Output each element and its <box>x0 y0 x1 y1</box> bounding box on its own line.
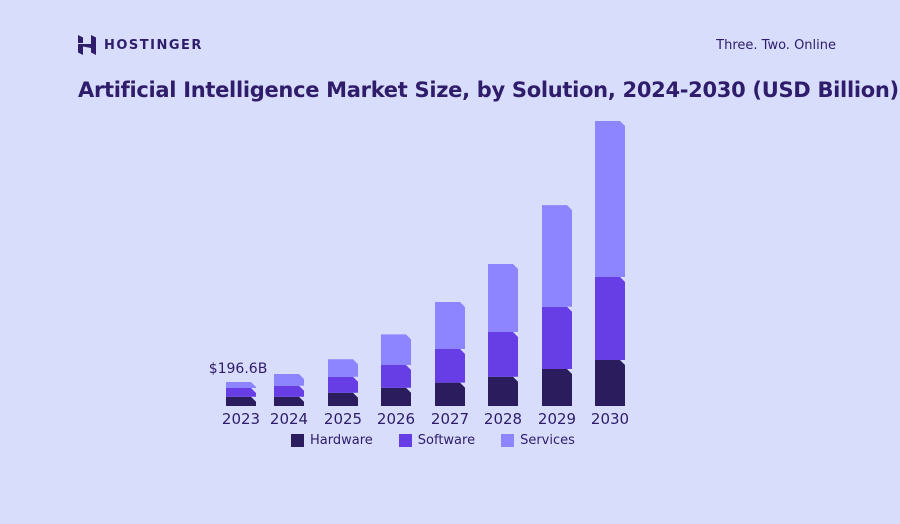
bar-hardware-2023 <box>226 396 256 406</box>
legend-swatch <box>398 434 412 447</box>
bar-hardware-2029 <box>542 369 572 406</box>
x-tick-label: 2024 <box>270 410 308 428</box>
chart-title: Artificial Intelligence Market Size, by … <box>78 78 899 102</box>
bar-services-2030 <box>595 120 625 277</box>
legend-item-services: Services <box>501 433 575 448</box>
x-tick-label: 2025 <box>324 410 362 428</box>
bar-hardware-2027 <box>435 382 465 406</box>
legend-item-software: Software <box>398 433 476 448</box>
legend-label: Hardware <box>310 433 373 448</box>
tagline: Three. Two. Online <box>716 38 836 53</box>
x-tick-label: 2027 <box>431 410 469 428</box>
x-tick-label: 2030 <box>591 410 629 428</box>
bar-software-2023 <box>226 387 256 397</box>
bar-software-2030 <box>595 276 625 360</box>
bar-software-2025 <box>328 376 358 393</box>
bar-services-2026 <box>381 334 411 365</box>
x-tick-label: 2026 <box>377 410 415 428</box>
legend-item-hardware: Hardware <box>291 433 373 448</box>
legend-label: Software <box>417 433 476 448</box>
legend: Hardware Software Services <box>291 433 575 448</box>
bar-services-2029 <box>542 205 572 307</box>
bar-software-2026 <box>381 364 411 388</box>
bar-services-2025 <box>328 359 358 377</box>
bar-services-2027 <box>435 301 465 349</box>
x-tick-label: 2029 <box>538 410 576 428</box>
legend-label: Services <box>520 433 575 448</box>
hostinger-logo: HOSTINGER <box>78 35 203 55</box>
bar-hardware-2026 <box>381 387 411 406</box>
bar-software-2024 <box>274 385 304 397</box>
x-tick-label: 2023 <box>222 410 260 428</box>
x-tick-label: 2028 <box>484 410 522 428</box>
bar-hardware-2028 <box>488 376 518 406</box>
legend-swatch <box>291 434 304 447</box>
brand-name: HOSTINGER <box>104 37 203 53</box>
bar-services-2028 <box>488 264 518 333</box>
bar-hardware-2025 <box>328 392 358 406</box>
bar-services-2023 <box>226 382 256 388</box>
bar-hardware-2024 <box>274 396 304 406</box>
legend-swatch <box>501 434 515 447</box>
bar-hardware-2030 <box>595 359 625 406</box>
bar-software-2028 <box>488 332 518 377</box>
hostinger-logo-icon <box>78 35 96 55</box>
bar-software-2027 <box>435 348 465 383</box>
bar-services-2024 <box>274 374 304 386</box>
data-label: $196.6B <box>209 361 268 377</box>
bar-software-2029 <box>542 306 572 370</box>
